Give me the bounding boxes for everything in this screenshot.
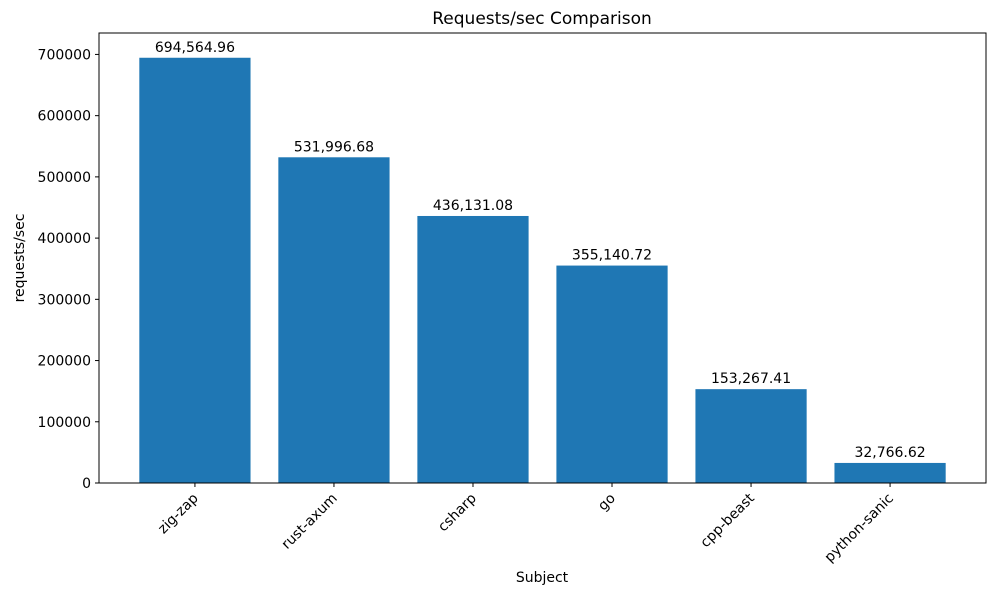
plot-box — [98, 32, 987, 484]
bar-value-label: 694,564.96 — [155, 40, 235, 56]
x-tick-label-cpp-beast: cpp-beast — [697, 490, 758, 551]
x-tick-label-go: go — [595, 491, 619, 515]
x-tick-label-csharp: csharp — [435, 490, 480, 535]
chart-title: Requests/sec Comparison — [432, 9, 652, 29]
y-tick-label: 500000 — [38, 170, 91, 186]
bar-zig-zap — [139, 57, 251, 484]
bar-value-label: 153,267.41 — [711, 371, 791, 387]
y-tick-label: 300000 — [38, 292, 91, 308]
x-tick-label-zig-zap: zig-zap — [155, 490, 202, 537]
y-tick-label: 100000 — [38, 415, 91, 431]
y-tick-label: 0 — [82, 476, 91, 492]
y-tick-label: 400000 — [38, 231, 91, 247]
bar-rust-axum — [278, 157, 390, 483]
plot-layer: 0 100000 200000 300000 400000 500000 600000 700… — [38, 32, 987, 566]
x-tick-label-python-sanic: python-sanic — [822, 491, 897, 566]
bar-csharp — [417, 215, 529, 484]
bar-cpp-beast — [695, 389, 807, 483]
bar-value-label: 32,766.62 — [854, 445, 925, 461]
x-axis-label: Subject — [516, 570, 569, 586]
bar-value-label: 531,996.68 — [294, 139, 374, 155]
y-tick-label: 700000 — [38, 47, 91, 63]
bar-value-label: 355,140.72 — [572, 248, 652, 264]
bar-go — [556, 265, 668, 483]
y-tick-label: 200000 — [38, 354, 91, 370]
y-tick-label: 600000 — [38, 109, 91, 125]
bar-python-sanic — [834, 462, 946, 483]
x-tick-label-rust-axum: rust-axum — [279, 491, 341, 553]
bar-value-label: 436,131.08 — [433, 198, 513, 214]
y-axis-label: requests/sec — [12, 214, 28, 303]
